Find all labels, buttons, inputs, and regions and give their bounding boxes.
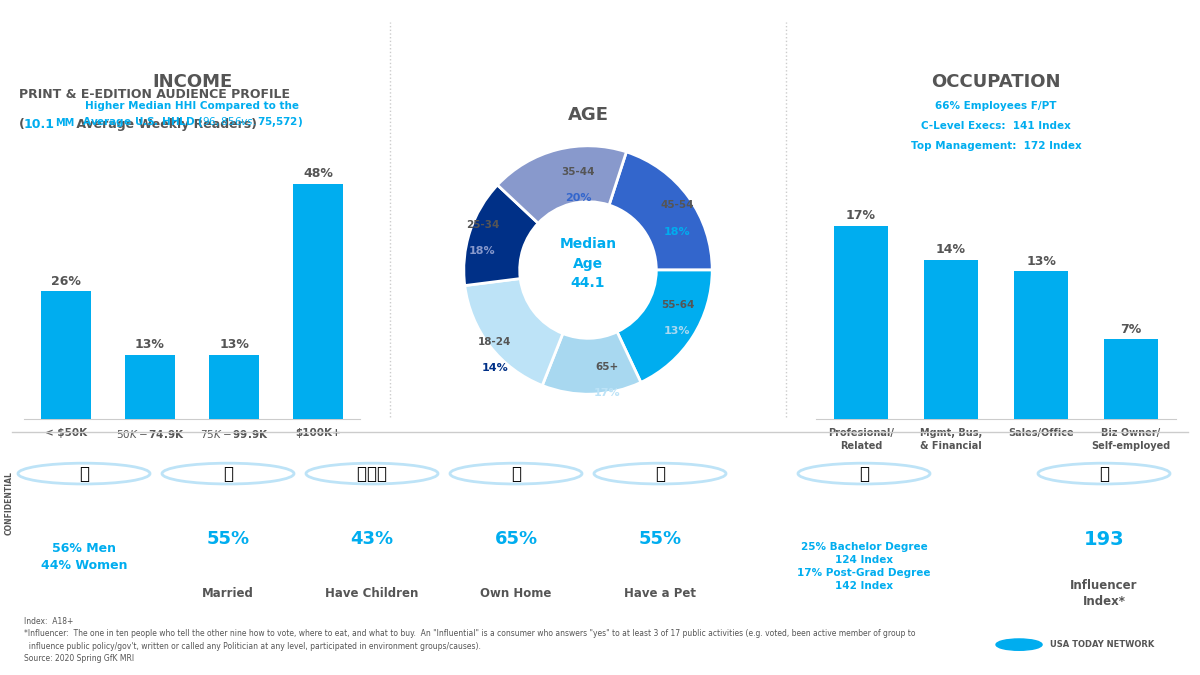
Text: 35-44: 35-44 [562, 167, 595, 177]
Text: Index:  A18+
*Influencer:  The one in ten people who tell the other nine how to : Index: A18+ *Influencer: The one in ten … [24, 617, 916, 664]
Text: C-Level Execs:  141 Index: C-Level Execs: 141 Index [922, 121, 1070, 131]
Text: 25% Bachelor Degree
124 Index
17% Post-Grad Degree
142 Index: 25% Bachelor Degree 124 Index 17% Post-G… [797, 541, 931, 591]
Text: 66% Employees F/PT: 66% Employees F/PT [935, 101, 1057, 111]
Bar [41, 292, 91, 418]
Text: 14%: 14% [936, 244, 966, 256]
Text: Have Children: Have Children [325, 587, 419, 600]
Bar [924, 260, 978, 418]
Text: Married: Married [202, 587, 254, 600]
Text: 26%: 26% [52, 275, 80, 288]
Text: 17%: 17% [846, 209, 876, 222]
Wedge shape [617, 270, 713, 382]
Text: 14%: 14% [481, 363, 509, 373]
Text: 56% Men
44% Women: 56% Men 44% Women [41, 541, 127, 572]
Text: 45-54: 45-54 [661, 200, 694, 211]
Bar [834, 225, 888, 418]
Bar [1014, 271, 1068, 418]
Text: USATODAY NEWSPAPER READERS: USATODAY NEWSPAPER READERS [19, 30, 541, 59]
Circle shape [996, 639, 1042, 650]
Text: PRINT & E-EDITION AUDIENCE PROFILE: PRINT & E-EDITION AUDIENCE PROFILE [19, 88, 290, 101]
Text: 18-24: 18-24 [478, 337, 511, 347]
Text: Have a Pet: Have a Pet [624, 587, 696, 600]
Text: OCCUPATION: OCCUPATION [931, 73, 1061, 90]
Text: 7%: 7% [1121, 323, 1141, 335]
Text: 18%: 18% [664, 227, 691, 236]
Bar [209, 355, 259, 418]
Text: 65+: 65+ [595, 362, 618, 372]
Text: 👨‍👩‍👧: 👨‍👩‍👧 [358, 464, 386, 483]
Bar [293, 184, 343, 418]
Wedge shape [464, 279, 563, 385]
Text: Median
Age
44.1: Median Age 44.1 [559, 238, 617, 290]
Text: 13%: 13% [136, 338, 164, 351]
Text: 20%: 20% [565, 193, 592, 203]
Text: 55%: 55% [206, 531, 250, 548]
Text: 13%: 13% [664, 326, 691, 336]
Text: 🐾: 🐾 [655, 464, 665, 483]
Wedge shape [610, 152, 713, 270]
Text: CONFIDENTIAL: CONFIDENTIAL [5, 471, 13, 535]
Text: 43%: 43% [350, 531, 394, 548]
Wedge shape [464, 185, 539, 286]
Text: INCOME: INCOME [152, 73, 232, 90]
Bar [1104, 339, 1158, 418]
Bar [125, 355, 175, 418]
Text: 193: 193 [1084, 531, 1124, 549]
Text: 17%: 17% [593, 388, 620, 398]
Wedge shape [542, 332, 641, 394]
Text: Higher Median HHI Compared to the
Average U.S. HHLD ($96,856 vs. $75,572): Higher Median HHI Compared to the Averag… [82, 101, 302, 129]
Text: Average Weekly Readers): Average Weekly Readers) [72, 118, 257, 131]
Text: 65%: 65% [494, 531, 538, 548]
Text: 55-64: 55-64 [661, 300, 694, 310]
Text: (: ( [19, 118, 25, 131]
Text: 13%: 13% [220, 338, 248, 351]
Text: 18%: 18% [469, 246, 496, 256]
Text: 💍: 💍 [223, 464, 233, 483]
Text: AGE: AGE [568, 106, 608, 124]
Text: 🏠: 🏠 [511, 464, 521, 483]
Text: 10.1: 10.1 [24, 118, 55, 131]
Text: Own Home: Own Home [480, 587, 552, 600]
Wedge shape [498, 146, 626, 223]
Text: 25-34: 25-34 [466, 220, 499, 230]
Text: USA TODAY NETWORK: USA TODAY NETWORK [1050, 640, 1154, 649]
Text: 48%: 48% [304, 167, 332, 180]
Text: 13%: 13% [1026, 254, 1056, 268]
Text: 55%: 55% [638, 531, 682, 548]
Text: Influencer
Index*: Influencer Index* [1070, 579, 1138, 608]
Text: 👥: 👥 [79, 464, 89, 483]
Text: 🎓: 🎓 [859, 464, 869, 483]
Text: Top Management:  172 Index: Top Management: 172 Index [911, 140, 1081, 151]
Text: MM: MM [55, 118, 74, 128]
Text: 📣: 📣 [1099, 464, 1109, 483]
